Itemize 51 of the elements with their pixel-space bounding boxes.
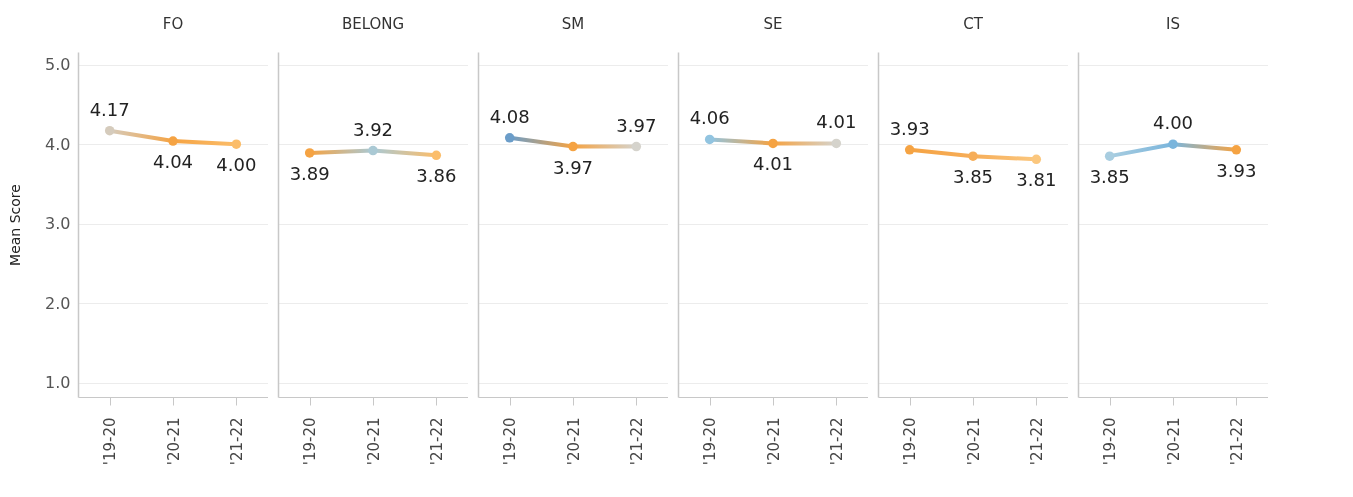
- x-tick-label: '20-21: [564, 417, 583, 466]
- data-label: 4.00: [1152, 112, 1194, 134]
- x-tick-label: '19-20: [501, 417, 520, 466]
- x-tick-label: '20-21: [164, 417, 183, 466]
- y-tick-label: 2.0: [45, 293, 71, 313]
- data-label: 3.89: [289, 162, 330, 184]
- x-tick-label: '20-21: [364, 417, 383, 466]
- x-tick-label: '19-20: [1101, 417, 1120, 466]
- x-tick-label: '21-22: [827, 417, 846, 466]
- x-tick-label: '20-21: [964, 417, 983, 466]
- y-tick-label: 5.0: [45, 55, 71, 75]
- x-tick-label: '19-20: [101, 417, 120, 466]
- data-label: 3.85: [1089, 166, 1130, 188]
- y-tick-label: 4.0: [45, 134, 71, 154]
- data-label: 3.85: [952, 166, 994, 188]
- data-label: 4.00: [216, 154, 257, 176]
- data-label: 3.81: [1016, 169, 1057, 191]
- point: [231, 139, 242, 149]
- data-label: 3.93: [889, 117, 930, 139]
- data-label: 3.92: [352, 118, 394, 140]
- point: [168, 136, 178, 146]
- chart-title: FO: [162, 15, 184, 33]
- x-tick-label: '21-22: [1227, 417, 1246, 466]
- y-axis-title: Mean Score: [7, 184, 24, 266]
- y-tick-label: 1.0: [45, 373, 71, 393]
- x-tick-label: '19-20: [701, 417, 720, 466]
- data-label: 4.17: [89, 98, 130, 120]
- data-label: 3.86: [416, 165, 457, 187]
- x-tick-label: '19-20: [901, 417, 920, 466]
- x-tick-label: '20-21: [1164, 417, 1183, 466]
- data-label: 3.97: [616, 114, 657, 136]
- data-label: 4.08: [489, 105, 530, 127]
- data-label: 3.97: [552, 156, 594, 178]
- data-label: 4.01: [816, 111, 857, 133]
- x-tick-label: '20-21: [764, 417, 783, 466]
- chart-title: BELONG: [341, 15, 405, 33]
- chart-title: IS: [1166, 15, 1180, 33]
- x-tick-label: '21-22: [627, 417, 646, 466]
- x-tick-label: '21-22: [427, 417, 446, 466]
- x-tick-label: '21-22: [1027, 417, 1046, 466]
- chart-title: SM: [561, 15, 585, 33]
- data-label: 4.04: [152, 151, 194, 173]
- y-tick-label: 3.0: [45, 214, 71, 234]
- data-label: 4.06: [689, 107, 730, 129]
- x-tick-label: '19-20: [301, 417, 320, 466]
- data-label: 3.93: [1216, 159, 1257, 181]
- chart-title: CT: [963, 15, 984, 33]
- chart-title: SE: [763, 15, 783, 33]
- x-tick-label: '21-22: [227, 417, 246, 466]
- point: [104, 125, 115, 136]
- data-label: 4.01: [752, 153, 794, 175]
